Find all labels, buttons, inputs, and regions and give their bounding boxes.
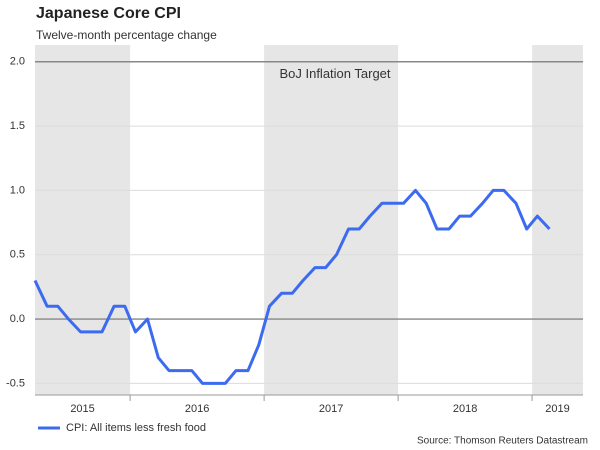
x-tick-label: 2018 <box>453 403 477 415</box>
y-tick-label: 2.0 <box>10 56 25 68</box>
y-tick-label: 0.0 <box>10 313 25 325</box>
year-band <box>35 45 131 395</box>
x-tick-label: 2017 <box>319 403 343 415</box>
x-tick-label: 2019 <box>545 403 569 415</box>
source: Source: Thomson Reuters Datastream <box>417 436 588 447</box>
annotation: BoJ Inflation Target <box>279 66 390 81</box>
year-band <box>264 45 399 395</box>
x-tick-label: 2016 <box>185 403 209 415</box>
series-line <box>33 188 551 385</box>
y-tick-label: 0.5 <box>10 249 25 261</box>
y-tick-label: 1.0 <box>10 184 25 196</box>
y-tick-label: 1.5 <box>10 120 25 132</box>
chart-subtitle: Twelve-month percentage change <box>36 28 217 42</box>
x-tick-label: 2015 <box>70 403 94 415</box>
legend-label: CPI: All items less fresh food <box>66 422 206 434</box>
y-tick-label: -0.5 <box>6 377 25 389</box>
chart-title: Japanese Core CPI <box>36 5 181 22</box>
